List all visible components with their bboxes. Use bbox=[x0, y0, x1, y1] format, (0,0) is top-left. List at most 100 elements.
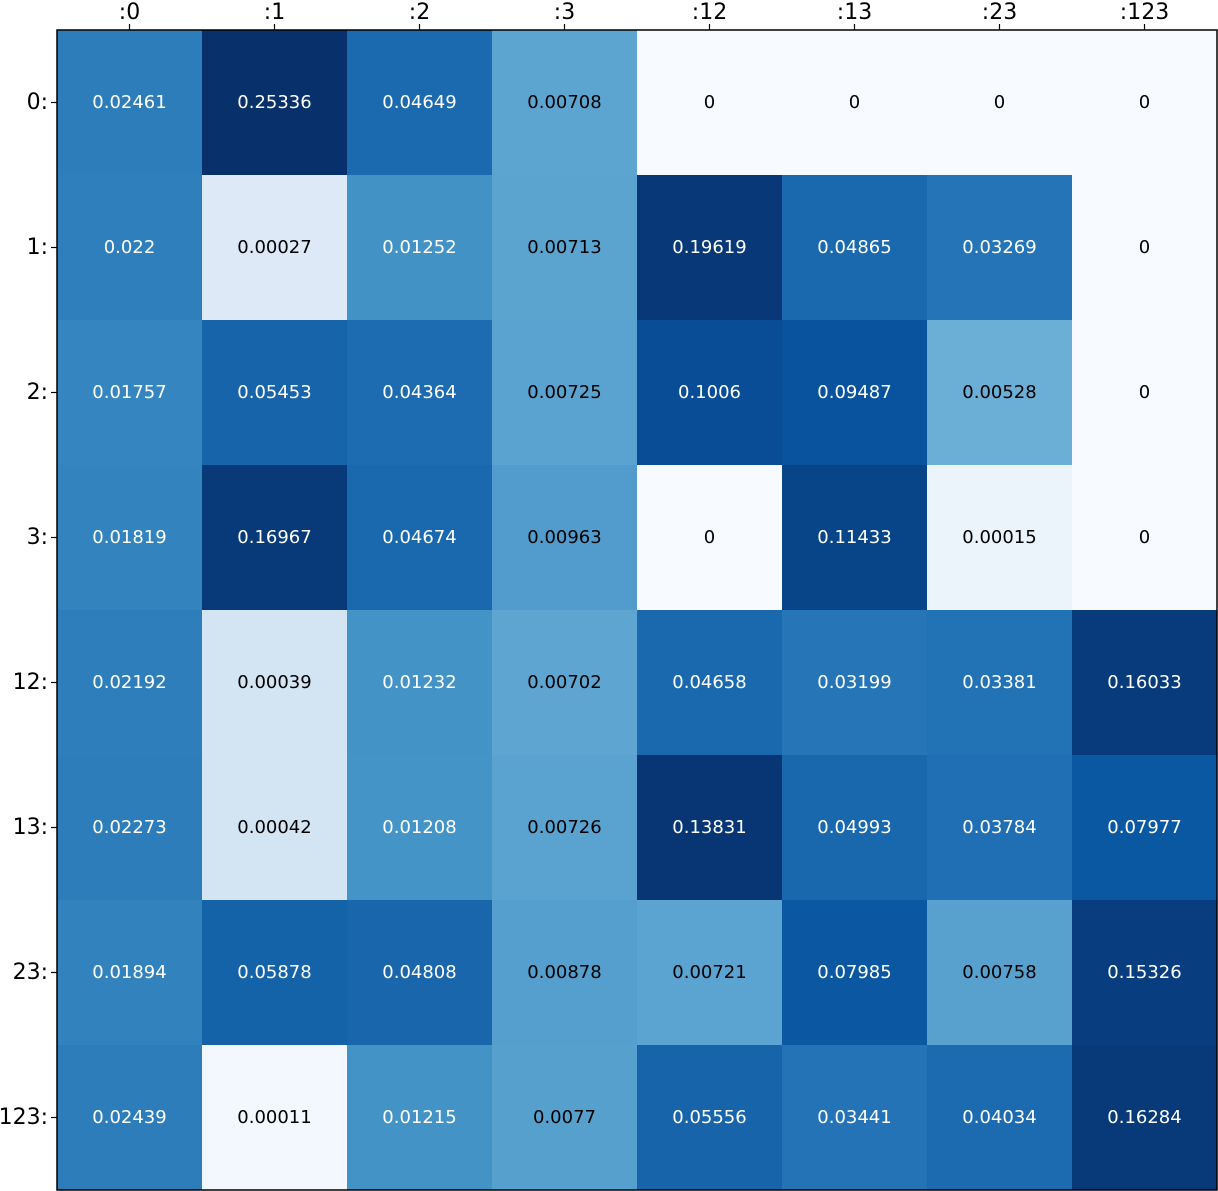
cell-value-label: 0.05878 bbox=[237, 962, 311, 983]
x-tick-label: :23 bbox=[982, 0, 1017, 25]
heatmap-cell-0-1 bbox=[202, 30, 348, 176]
heatmap-cell-7-3 bbox=[492, 1045, 638, 1191]
heatmap-cell-4-5 bbox=[782, 610, 928, 756]
cell-value-label: 0.04658 bbox=[672, 672, 746, 693]
heatmap-cell-4-2 bbox=[347, 610, 493, 756]
cell-value-label: 0.04865 bbox=[817, 237, 891, 258]
cell-value-label: 0.16033 bbox=[1107, 672, 1181, 693]
heatmap-cell-4-4 bbox=[637, 610, 783, 756]
heatmap-cell-5-3 bbox=[492, 755, 638, 901]
heatmap-cell-1-5 bbox=[782, 175, 928, 321]
cell-value-label: 0.02461 bbox=[92, 92, 166, 113]
heatmap-cell-5-1 bbox=[202, 755, 348, 901]
cell-value-label: 0.05453 bbox=[237, 382, 311, 403]
cell-value-label: 0.00039 bbox=[237, 672, 311, 693]
cell-value-label: 0.11433 bbox=[817, 527, 891, 548]
heatmap-cell-2-2 bbox=[347, 320, 493, 466]
heatmap-cell-2-7 bbox=[1072, 320, 1218, 466]
heatmap-cell-3-0 bbox=[57, 465, 203, 611]
heatmap-cell-7-5 bbox=[782, 1045, 928, 1191]
heatmap-cell-7-0 bbox=[57, 1045, 203, 1191]
heatmap-cell-3-6 bbox=[927, 465, 1073, 611]
heatmap-cell-5-2 bbox=[347, 755, 493, 901]
cell-value-label: 0.04034 bbox=[962, 1107, 1036, 1128]
y-tick-label: 1: bbox=[27, 235, 48, 260]
y-tick-label: 23: bbox=[13, 960, 48, 985]
cell-value-label: 0.13831 bbox=[672, 817, 746, 838]
cell-value-label: 0.01894 bbox=[92, 962, 166, 983]
cell-value-label: 0 bbox=[1139, 527, 1150, 548]
cell-value-label: 0.00015 bbox=[962, 527, 1036, 548]
cell-value-label: 0.02192 bbox=[92, 672, 166, 693]
y-tick-label: 12: bbox=[13, 670, 48, 695]
heatmap-cell-5-0 bbox=[57, 755, 203, 901]
cell-value-label: 0.01819 bbox=[92, 527, 166, 548]
heatmap-cell-2-5 bbox=[782, 320, 928, 466]
heatmap-cell-0-7 bbox=[1072, 30, 1218, 176]
cell-value-label: 0.00721 bbox=[672, 962, 746, 983]
heatmap-cell-6-1 bbox=[202, 900, 348, 1046]
cell-value-label: 0.04674 bbox=[382, 527, 456, 548]
heatmap-cell-5-6 bbox=[927, 755, 1073, 901]
cell-value-label: 0.04649 bbox=[382, 92, 456, 113]
cell-value-label: 0 bbox=[994, 92, 1005, 113]
cell-value-label: 0.16284 bbox=[1107, 1107, 1181, 1128]
heatmap-cell-0-6 bbox=[927, 30, 1073, 176]
cell-value-label: 0 bbox=[704, 527, 715, 548]
cell-value-label: 0.00011 bbox=[237, 1107, 311, 1128]
cell-value-label: 0.03784 bbox=[962, 817, 1036, 838]
cell-value-label: 0.00758 bbox=[962, 962, 1036, 983]
heatmap-cell-4-0 bbox=[57, 610, 203, 756]
heatmap-cell-1-4 bbox=[637, 175, 783, 321]
heatmap-cell-6-6 bbox=[927, 900, 1073, 1046]
heatmap-cell-0-2 bbox=[347, 30, 493, 176]
y-tick-label: 3: bbox=[27, 525, 48, 550]
x-tick-label: :13 bbox=[837, 0, 872, 25]
plot-frame bbox=[56, 29, 1218, 1191]
heatmap-cell-2-4 bbox=[637, 320, 783, 466]
cell-value-label: 0.00708 bbox=[527, 92, 601, 113]
heatmap-cell-3-2 bbox=[347, 465, 493, 611]
heatmap-cell-7-6 bbox=[927, 1045, 1073, 1191]
x-tick-label: :0 bbox=[119, 0, 140, 25]
heatmap-cell-4-1 bbox=[202, 610, 348, 756]
heatmap-cell-6-3 bbox=[492, 900, 638, 1046]
heatmap-cell-4-3 bbox=[492, 610, 638, 756]
heatmap-cell-6-4 bbox=[637, 900, 783, 1046]
heatmap-cell-1-7 bbox=[1072, 175, 1218, 321]
cell-value-label: 0 bbox=[1139, 382, 1150, 403]
cell-value-label: 0.09487 bbox=[817, 382, 891, 403]
heatmap-cell-6-5 bbox=[782, 900, 928, 1046]
cell-value-label: 0.25336 bbox=[237, 92, 311, 113]
heatmap-cell-1-0 bbox=[57, 175, 203, 321]
heatmap-cell-0-0 bbox=[57, 30, 203, 176]
y-tick-label: 123: bbox=[0, 1105, 48, 1130]
heatmap-cell-5-5 bbox=[782, 755, 928, 901]
cell-value-label: 0.00702 bbox=[527, 672, 601, 693]
heatmap-cell-5-7 bbox=[1072, 755, 1218, 901]
heatmap-cell-1-1 bbox=[202, 175, 348, 321]
y-tick-label: 2: bbox=[27, 380, 48, 405]
cell-value-label: 0.00725 bbox=[527, 382, 601, 403]
cell-value-label: 0.04364 bbox=[382, 382, 456, 403]
cell-value-label: 0.01215 bbox=[382, 1107, 456, 1128]
cell-value-label: 0 bbox=[704, 92, 715, 113]
cell-value-label: 0.00528 bbox=[962, 382, 1036, 403]
x-tick-label: :12 bbox=[692, 0, 727, 25]
cell-value-label: 0.07977 bbox=[1107, 817, 1181, 838]
cell-value-label: 0.03441 bbox=[817, 1107, 891, 1128]
cell-value-label: 0.01757 bbox=[92, 382, 166, 403]
cell-value-label: 0.1006 bbox=[678, 382, 741, 403]
heatmap-cell-6-0 bbox=[57, 900, 203, 1046]
heatmap-cell-3-3 bbox=[492, 465, 638, 611]
cell-value-label: 0 bbox=[1139, 92, 1150, 113]
x-tick-label: :1 bbox=[264, 0, 285, 25]
heatmap-cell-1-6 bbox=[927, 175, 1073, 321]
cell-value-label: 0.04808 bbox=[382, 962, 456, 983]
heatmap-cell-7-1 bbox=[202, 1045, 348, 1191]
heatmap-cell-5-4 bbox=[637, 755, 783, 901]
cell-value-label: 0.00042 bbox=[237, 817, 311, 838]
heatmap-cell-2-3 bbox=[492, 320, 638, 466]
heatmap-cell-3-5 bbox=[782, 465, 928, 611]
cell-value-label: 0 bbox=[1139, 237, 1150, 258]
